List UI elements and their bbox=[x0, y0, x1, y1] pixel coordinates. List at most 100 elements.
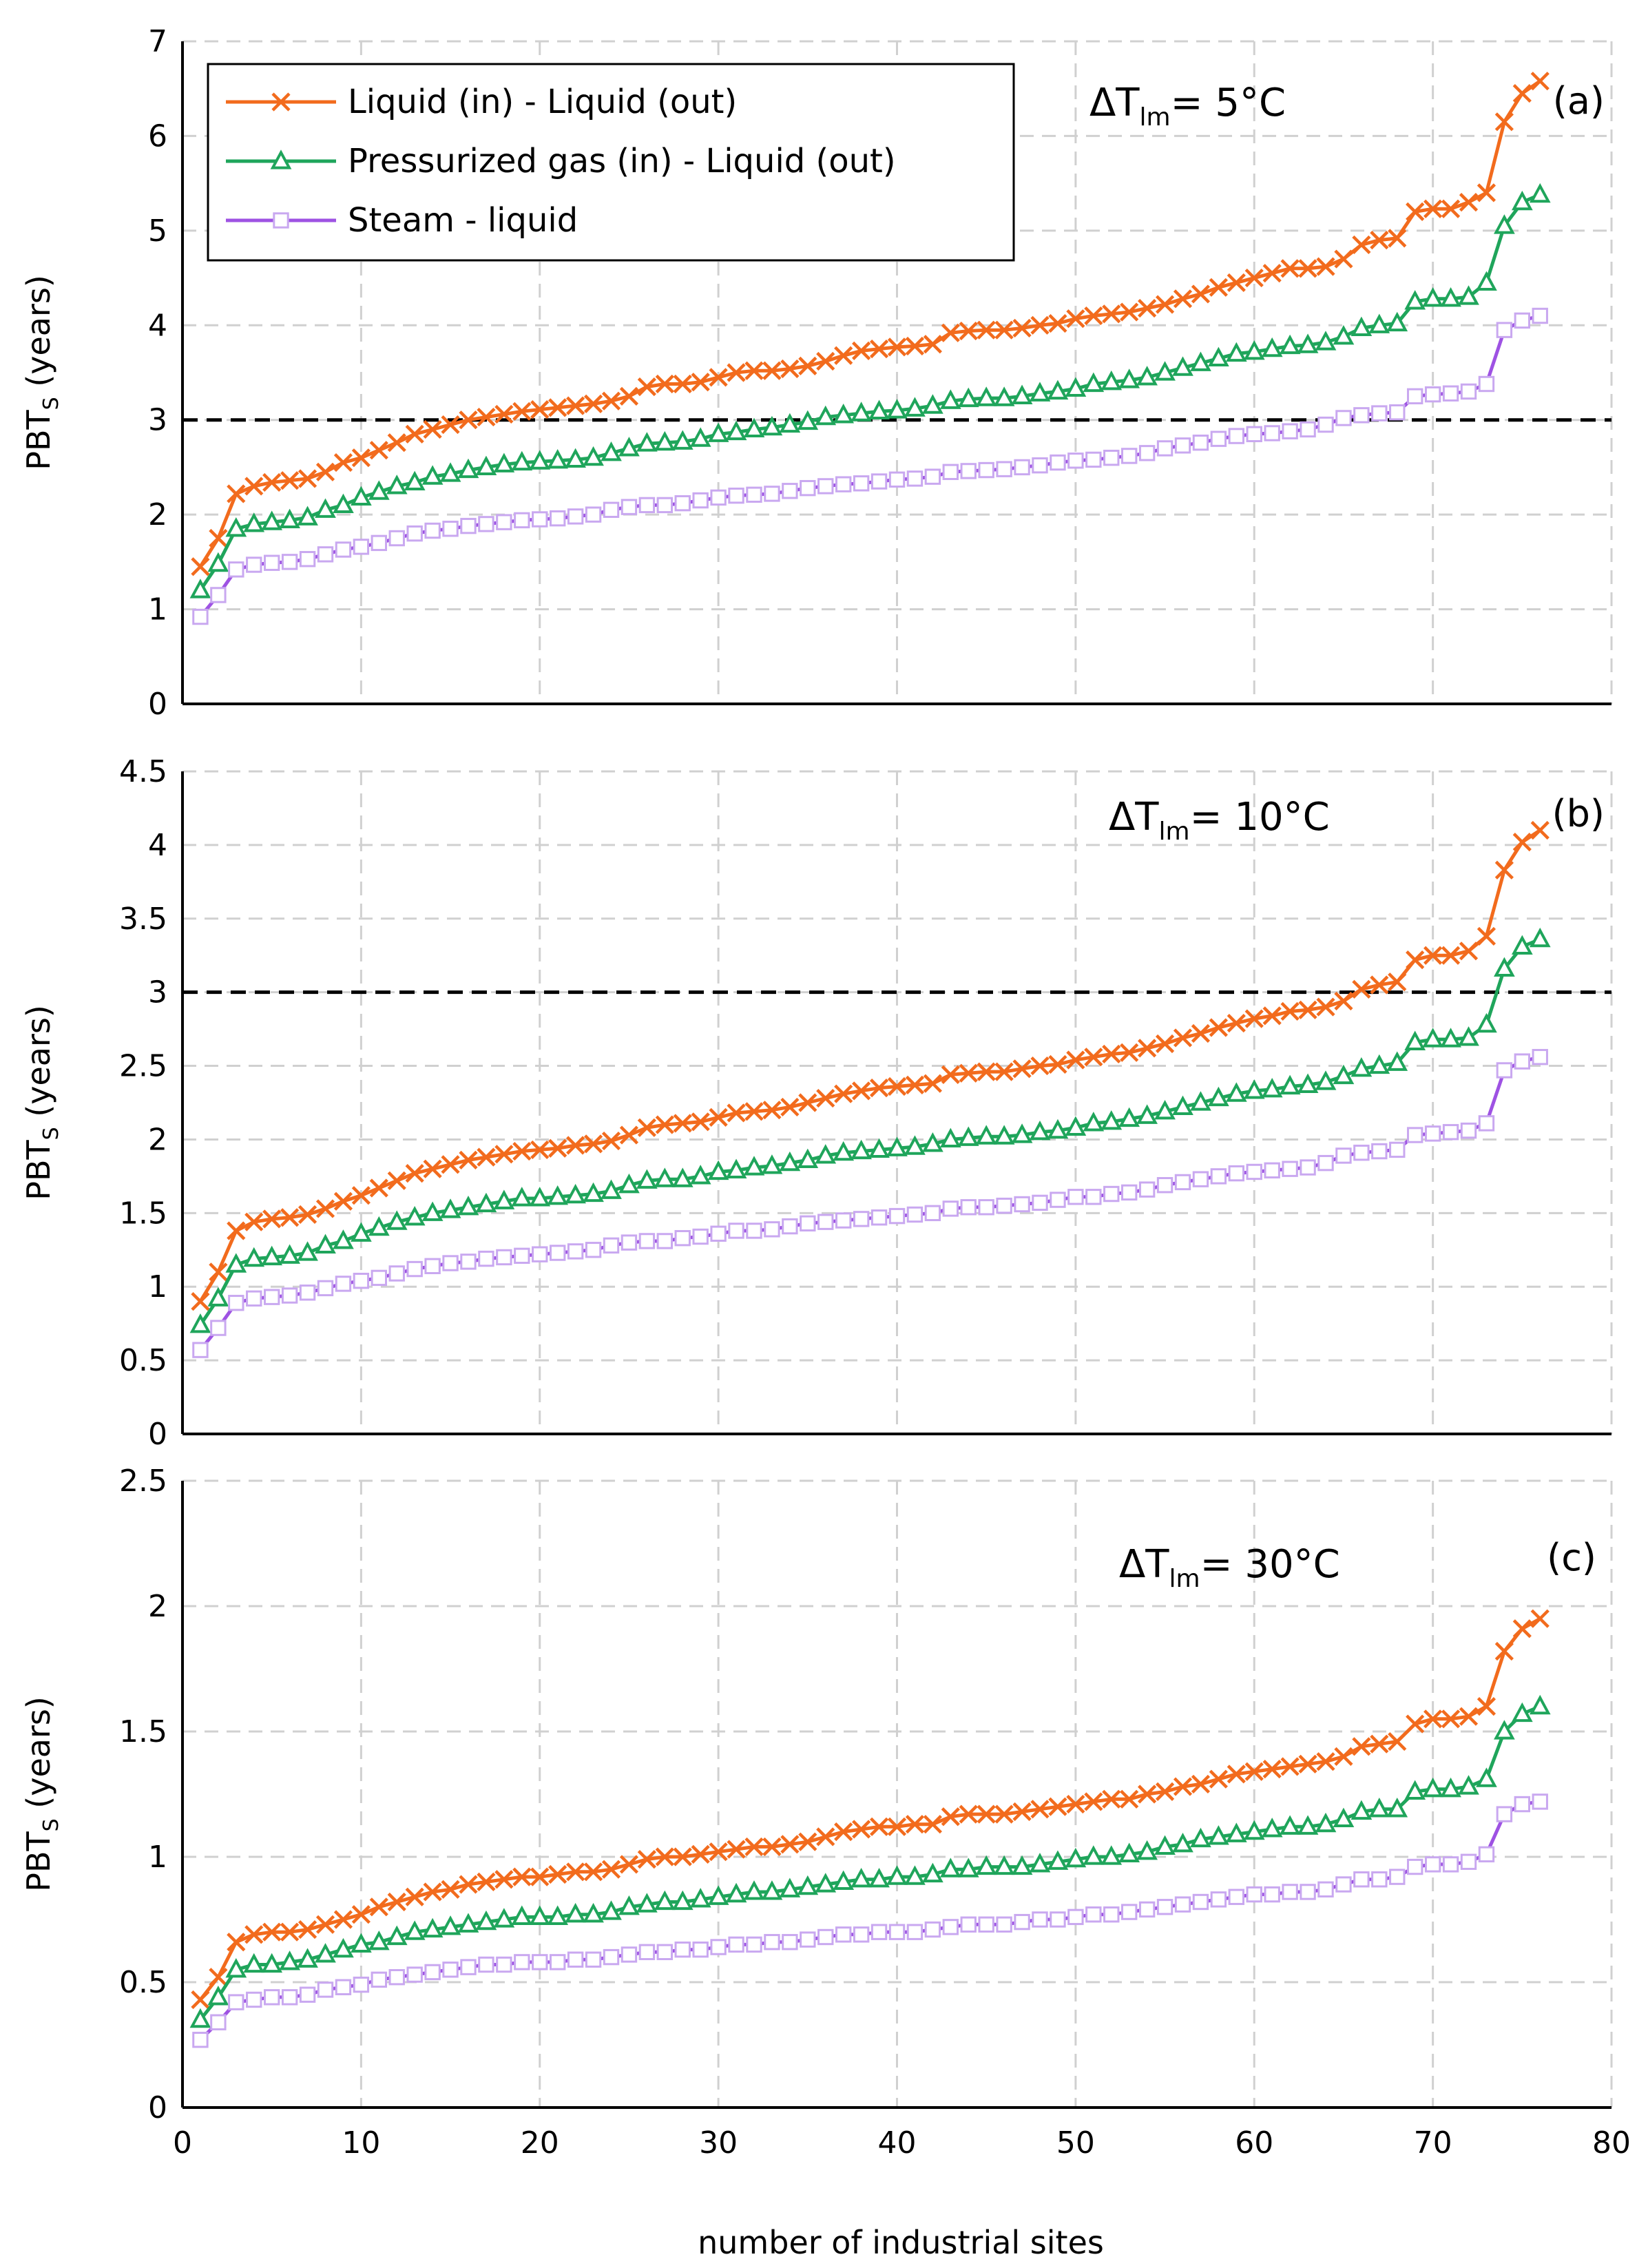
data-point bbox=[707, 422, 729, 442]
data-point bbox=[1243, 1820, 1265, 1840]
data-point bbox=[764, 1221, 780, 1238]
data-point bbox=[1102, 304, 1121, 324]
data-point bbox=[279, 1950, 300, 1970]
data-point bbox=[1156, 440, 1174, 457]
data-point bbox=[853, 1926, 870, 1943]
data-point bbox=[459, 410, 478, 430]
data-point bbox=[1476, 271, 1497, 291]
data-point bbox=[478, 516, 494, 532]
data-point bbox=[978, 1199, 994, 1216]
data-point bbox=[1067, 1908, 1084, 1926]
data-point bbox=[994, 1062, 1014, 1081]
y-axis-title-main: PBT bbox=[20, 409, 57, 470]
data-point bbox=[869, 1817, 889, 1836]
y-tick-label: 2 bbox=[148, 1122, 167, 1157]
data-point bbox=[494, 1870, 514, 1889]
data-point bbox=[1102, 1044, 1121, 1064]
data-point bbox=[1228, 1889, 1245, 1905]
data-point bbox=[835, 476, 852, 492]
data-point bbox=[1244, 1009, 1264, 1028]
data-point bbox=[547, 1185, 569, 1205]
data-point bbox=[710, 1225, 727, 1242]
data-point bbox=[246, 1290, 262, 1307]
data-point bbox=[583, 394, 603, 413]
data-point bbox=[351, 448, 371, 468]
data-point bbox=[1012, 318, 1032, 337]
data-point bbox=[1172, 356, 1193, 376]
data-point bbox=[743, 1880, 765, 1900]
data-point bbox=[246, 1991, 262, 2008]
data-point bbox=[1350, 316, 1373, 337]
data-point bbox=[888, 1207, 906, 1225]
delta-t-value: = 5°C bbox=[1171, 81, 1286, 125]
data-point bbox=[1138, 445, 1156, 461]
data-point bbox=[1512, 1619, 1532, 1638]
data-point bbox=[994, 1804, 1014, 1824]
data-point bbox=[1514, 312, 1531, 329]
data-point bbox=[1244, 1762, 1264, 1781]
data-point bbox=[1050, 1911, 1066, 1928]
data-point bbox=[246, 556, 262, 573]
y-axis-title-sub: S bbox=[39, 1818, 63, 1831]
y-tick-label: 0.5 bbox=[119, 1965, 167, 2000]
data-point bbox=[710, 1939, 727, 1955]
data-point bbox=[1264, 425, 1280, 441]
data-point bbox=[1280, 1001, 1300, 1021]
data-point bbox=[960, 1916, 977, 1933]
data-point bbox=[1173, 1028, 1193, 1048]
data-point bbox=[1440, 287, 1461, 307]
delta-t-sub: lm bbox=[1159, 818, 1190, 846]
data-point bbox=[1282, 1884, 1298, 1900]
data-point bbox=[1389, 1141, 1406, 1158]
series-line-3 bbox=[199, 1800, 1541, 2041]
data-point bbox=[421, 1917, 444, 1938]
series-line-1 bbox=[198, 1617, 1541, 2001]
data-point bbox=[192, 1342, 209, 1358]
x-tick-label: 60 bbox=[1235, 2125, 1273, 2161]
data-point bbox=[262, 472, 282, 492]
data-point bbox=[1190, 1827, 1211, 1848]
data-point bbox=[421, 1201, 444, 1221]
data-point bbox=[404, 1920, 426, 1940]
data-point bbox=[547, 1905, 569, 1925]
data-point bbox=[815, 405, 837, 426]
data-point bbox=[906, 1924, 924, 1940]
data-point bbox=[886, 1865, 908, 1885]
data-point bbox=[298, 1205, 317, 1225]
data-point bbox=[637, 377, 656, 397]
data-point bbox=[405, 424, 424, 444]
data-point bbox=[1371, 1143, 1388, 1160]
data-point bbox=[494, 1145, 514, 1164]
legend-label: Liquid (in) - Liquid (out) bbox=[348, 83, 737, 121]
data-point bbox=[298, 469, 317, 488]
y-tick-label: 7 bbox=[148, 24, 167, 59]
data-point bbox=[1103, 449, 1120, 466]
data-point bbox=[1406, 1714, 1425, 1734]
data-point bbox=[244, 1212, 264, 1231]
data-point bbox=[1529, 1694, 1551, 1715]
y-axis-title-rest: (years) bbox=[20, 1696, 57, 1818]
data-point bbox=[636, 432, 658, 452]
panel-tag: (c) bbox=[1547, 1536, 1596, 1579]
data-point bbox=[1030, 1056, 1050, 1076]
data-point bbox=[457, 1913, 479, 1933]
data-point bbox=[637, 1850, 656, 1869]
data-point bbox=[1334, 1747, 1353, 1766]
data-point bbox=[797, 1875, 819, 1895]
data-point bbox=[244, 1925, 264, 1944]
series-line-1 bbox=[198, 79, 1541, 568]
data-point bbox=[638, 497, 656, 514]
data-point bbox=[746, 486, 762, 503]
data-point bbox=[333, 1937, 354, 1958]
data-point bbox=[585, 506, 602, 523]
data-point bbox=[939, 1858, 961, 1877]
data-point bbox=[601, 1179, 622, 1199]
data-point bbox=[1014, 1913, 1030, 1931]
data-point bbox=[477, 1872, 496, 1891]
data-point bbox=[317, 546, 334, 563]
data-point bbox=[922, 1132, 943, 1152]
data-point bbox=[1442, 1124, 1459, 1141]
data-point bbox=[655, 374, 674, 394]
data-point bbox=[1389, 1869, 1406, 1885]
